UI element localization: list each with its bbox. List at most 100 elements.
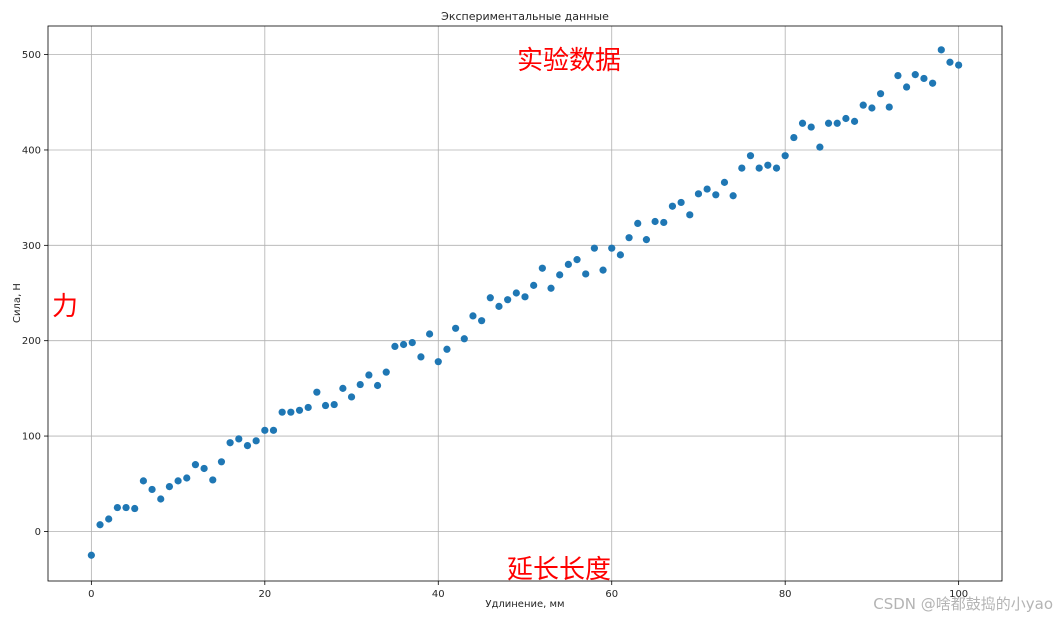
data-point: [746, 152, 755, 160]
data-point: [495, 302, 503, 310]
data-point: [876, 90, 885, 98]
data-point: [894, 71, 902, 80]
data-point: [833, 119, 841, 127]
data-point: [512, 289, 520, 297]
x-tick-label: 60: [605, 589, 618, 600]
data-point: [365, 371, 373, 379]
data-point: [547, 284, 555, 292]
data-point: [842, 114, 850, 123]
data-point: [929, 79, 937, 87]
data-point: [478, 317, 486, 325]
data-point: [399, 340, 408, 349]
ylabel-annotation-cn: 力: [52, 292, 79, 322]
data-point: [417, 353, 425, 361]
x-tick-label: 20: [258, 589, 271, 600]
data-point: [764, 161, 772, 169]
data-point: [148, 485, 156, 494]
data-point: [686, 211, 694, 219]
data-point: [486, 294, 494, 302]
data-point: [530, 281, 538, 289]
data-point: [321, 401, 330, 410]
y-axis-label: Сила, Н: [12, 283, 23, 323]
y-tick-label: 500: [22, 50, 41, 61]
data-point: [868, 104, 876, 112]
data-point: [157, 495, 165, 503]
y-tick-label: 0: [35, 527, 41, 538]
data-point: [373, 381, 382, 390]
data-point: [772, 164, 781, 172]
data-point: [642, 236, 651, 244]
data-point: [634, 219, 642, 227]
data-point: [582, 270, 590, 278]
chart-title: Экспериментальные данные: [441, 10, 609, 23]
data-point: [469, 312, 477, 320]
data-point: [252, 437, 260, 445]
data-point: [885, 103, 893, 111]
data-point: [824, 119, 833, 127]
data-point: [122, 503, 130, 512]
y-tick-label: 100: [22, 432, 41, 443]
data-point: [955, 61, 963, 69]
data-point: [304, 403, 312, 412]
x-tick-label: 40: [432, 589, 445, 600]
data-point: [452, 324, 460, 332]
data-point: [295, 406, 304, 414]
data-point: [911, 71, 919, 79]
data-point: [729, 192, 737, 200]
x-tick-label: 0: [88, 589, 94, 600]
x-axis-ticks: 0 20 40 60 80 100: [88, 581, 968, 600]
data-point: [712, 191, 720, 199]
data-point: [235, 435, 243, 443]
data-point: [668, 202, 677, 210]
y-tick-label: 200: [22, 336, 41, 347]
data-point: [347, 393, 356, 401]
y-tick-label: 400: [22, 145, 41, 156]
data-point: [599, 266, 607, 274]
data-point: [798, 119, 807, 127]
data-point: [287, 408, 295, 416]
data-point: [660, 218, 668, 227]
data-point: [243, 441, 252, 450]
data-point: [382, 368, 390, 376]
y-axis-ticks: 0 100 200 300 400 500: [22, 50, 48, 538]
data-point: [937, 46, 945, 54]
data-point: [850, 117, 859, 125]
data-point: [105, 515, 113, 523]
data-point: [269, 426, 278, 434]
data-point: [313, 388, 321, 396]
data-point: [616, 251, 625, 259]
data-point: [434, 358, 442, 366]
data-point: [131, 504, 139, 513]
data-point: [694, 190, 703, 198]
data-point: [738, 164, 746, 172]
data-point: [96, 521, 104, 529]
data-point: [408, 338, 416, 347]
data-point: [460, 335, 468, 343]
data-point: [920, 74, 928, 83]
data-point: [339, 384, 347, 392]
data-point: [859, 101, 867, 109]
data-point: [720, 178, 729, 186]
data-point: [608, 244, 616, 252]
data-point: [113, 503, 121, 512]
data-point: [87, 551, 95, 559]
data-point: [443, 345, 451, 353]
data-point: [573, 256, 581, 264]
data-point: [200, 464, 208, 473]
data-point: [191, 461, 200, 469]
data-point: [781, 152, 789, 160]
data-point: [755, 164, 763, 172]
data-point: [590, 244, 598, 252]
data-point: [504, 296, 512, 304]
data-point: [521, 293, 529, 301]
plot-frame: [47, 25, 1003, 582]
data-point: [556, 271, 564, 279]
y-tick-label: 300: [22, 241, 41, 252]
data-point: [790, 133, 798, 142]
data-point: [139, 477, 147, 485]
data-point: [165, 482, 174, 491]
data-point: [816, 143, 824, 151]
data-point: [538, 264, 546, 272]
title-annotation-cn: 实验数据: [517, 46, 622, 76]
x-axis-label: Удлинение, мм: [485, 599, 564, 610]
